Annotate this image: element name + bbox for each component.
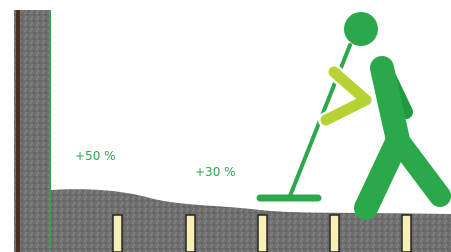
peg bbox=[330, 215, 339, 252]
leg bbox=[398, 140, 440, 196]
peg bbox=[258, 215, 267, 252]
page: +50 % +30 % (() => { const data = JSON.p… bbox=[0, 0, 451, 252]
ground bbox=[51, 189, 451, 252]
peg bbox=[186, 215, 195, 252]
illustration: +50 % +30 % bbox=[0, 0, 451, 252]
peg bbox=[113, 215, 122, 252]
label-right: +30 % bbox=[195, 165, 236, 179]
peg bbox=[402, 215, 411, 252]
label-left: +50 % bbox=[75, 149, 116, 163]
post bbox=[16, 10, 20, 252]
head bbox=[344, 12, 378, 46]
worker bbox=[260, 12, 440, 208]
